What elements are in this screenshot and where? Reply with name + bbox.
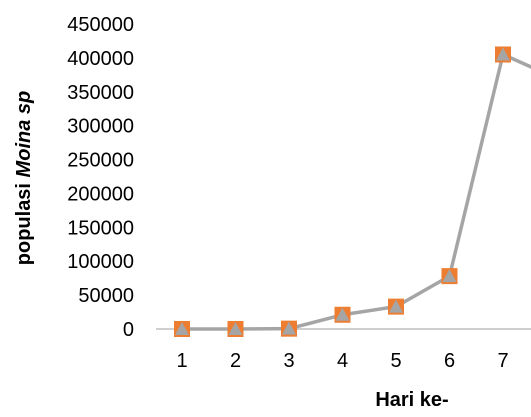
data-point — [227, 321, 244, 337]
y-tick-label: 250000 — [67, 150, 134, 172]
y-tick-label: 450000 — [67, 14, 134, 36]
data-point — [441, 268, 458, 285]
y-tick-label: 100000 — [67, 251, 134, 273]
triangle-marker — [228, 322, 243, 335]
y-axis-title-italic: Moina sp — [13, 91, 35, 178]
x-tick-label: 7 — [497, 350, 508, 372]
y-axis-title: populasi Moina sp — [13, 91, 35, 265]
x-axis-ticks: 1 2 3 4 5 6 7 — [176, 350, 508, 372]
series-line — [182, 52, 531, 331]
y-tick-label: 350000 — [67, 82, 134, 104]
y-tick-label: 300000 — [67, 116, 134, 138]
triangle-marker — [496, 47, 510, 61]
y-tick-label: 0 — [123, 319, 134, 341]
x-tick-label: 5 — [390, 350, 401, 372]
x-tick-label: 4 — [337, 350, 348, 372]
y-tick-label: 150000 — [67, 217, 134, 239]
data-point — [281, 320, 297, 337]
data-point — [174, 321, 190, 337]
y-tick-label: 50000 — [78, 285, 134, 307]
triangle-marker — [335, 307, 350, 321]
data-point — [388, 298, 404, 315]
triangle-marker — [282, 321, 296, 335]
triangle-marker — [389, 299, 403, 313]
triangle-marker — [442, 269, 457, 283]
x-tick-label: 3 — [283, 350, 294, 372]
data-point — [495, 46, 511, 63]
y-axis-ticks: 0 50000 100000 150000 200000 250000 300000 3500… — [67, 14, 134, 341]
y-tick-label: 400000 — [67, 48, 134, 70]
x-tick-label: 2 — [230, 350, 241, 372]
y-tick-label: 200000 — [67, 183, 134, 205]
x-tick-label: 1 — [176, 350, 187, 372]
x-tick-label: 6 — [444, 350, 455, 372]
x-axis-title: Hari ke- — [375, 389, 448, 411]
y-axis-title-plain: populasi — [13, 177, 35, 265]
series-layer — [174, 46, 531, 337]
data-point — [334, 306, 351, 323]
triangle-marker — [175, 322, 189, 335]
